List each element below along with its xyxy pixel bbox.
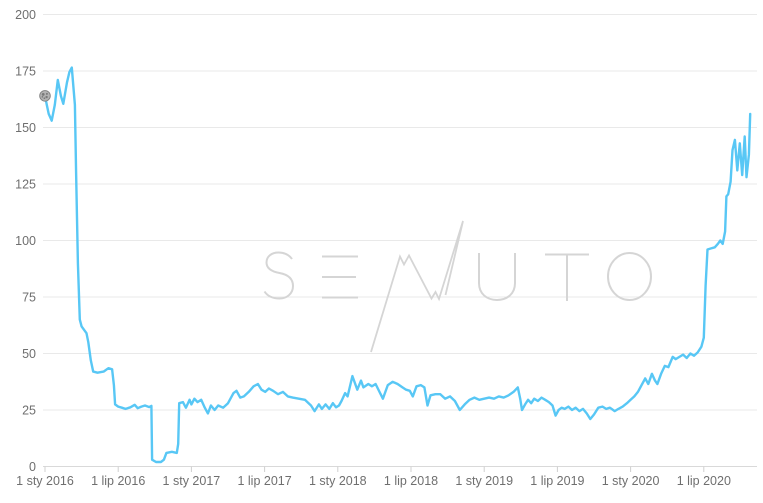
- watermark-letter-u: [478, 253, 516, 302]
- watermark-letter-t: [545, 253, 589, 301]
- x-axis-label: 1 sty 2018: [309, 474, 367, 488]
- x-axis-label: 1 sty 2017: [163, 474, 221, 488]
- watermark-logo: [263, 220, 652, 353]
- watermark-letter-n: [370, 220, 464, 353]
- marker-speckle: [45, 92, 48, 95]
- y-axis-label: 0: [29, 460, 36, 474]
- x-axis-label: 1 sty 2020: [602, 474, 660, 488]
- x-axis-label: 1 lip 2019: [530, 474, 584, 488]
- marker-speckle: [41, 96, 44, 98]
- marker-circle: [39, 90, 51, 102]
- x-axis-label: 1 lip 2016: [91, 474, 145, 488]
- y-axis-label: 75: [22, 291, 36, 305]
- watermark-letter-s: [263, 251, 295, 300]
- y-axis-label: 175: [15, 65, 36, 79]
- x-axis-label: 1 sty 2019: [455, 474, 513, 488]
- x-axis-label: 1 sty 2016: [16, 474, 74, 488]
- y-axis-label: 125: [15, 178, 36, 192]
- marker-speckle: [41, 92, 45, 96]
- y-axis-label: 25: [22, 404, 36, 418]
- visibility-line-series[interactable]: [43, 66, 752, 464]
- marker-speckle: [45, 95, 48, 99]
- y-axis-label: 200: [15, 8, 36, 22]
- x-axis-label: 1 lip 2020: [677, 474, 731, 488]
- marker-speckle: [43, 97, 46, 100]
- watermark-letter-e: [322, 255, 358, 299]
- series-layer: [39, 66, 752, 464]
- watermark-letter-o: [607, 252, 652, 301]
- y-axis-label: 150: [15, 121, 36, 135]
- grid-layer: 0 25 50 75 100 125 150 175 200 1 sty 2016 1 lip 20…: [15, 8, 757, 488]
- y-axis-label: 50: [22, 347, 36, 361]
- y-axis-label: 100: [15, 234, 36, 248]
- x-axis-label: 1 lip 2018: [384, 474, 438, 488]
- series-start-marker[interactable]: [39, 90, 51, 102]
- x-axis-label: 1 lip 2017: [237, 474, 291, 488]
